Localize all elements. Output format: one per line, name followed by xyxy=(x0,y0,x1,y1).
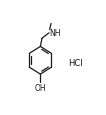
Text: OH: OH xyxy=(35,83,46,92)
Text: HCl: HCl xyxy=(68,59,83,68)
Text: NH: NH xyxy=(49,29,61,38)
